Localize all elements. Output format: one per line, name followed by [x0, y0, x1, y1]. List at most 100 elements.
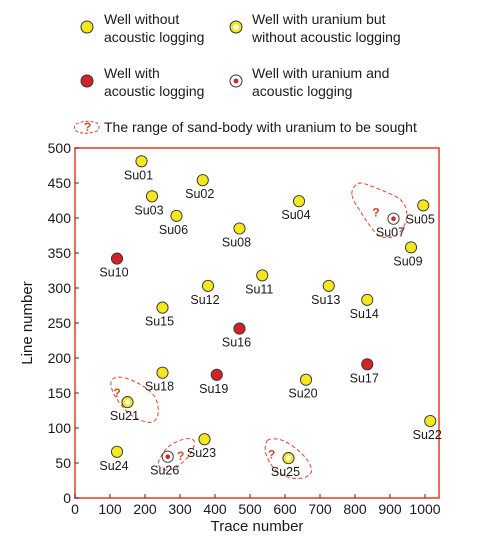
well-label: Su03 — [134, 203, 163, 217]
well-su06: Su06 — [159, 209, 188, 237]
x-tick-label: 300 — [168, 501, 192, 517]
well-su15: Su15 — [145, 301, 174, 329]
well-marker-plain — [424, 414, 437, 428]
well-label: Su10 — [99, 266, 128, 280]
well-marker-acoustic — [361, 358, 374, 371]
well-marker-plain — [292, 195, 306, 208]
well-marker-plain — [201, 279, 215, 292]
well-marker-plain — [156, 301, 169, 314]
legend-label-uranium-line2: without acoustic logging — [251, 29, 401, 45]
y-tick-label: 400 — [48, 210, 72, 226]
well-label: Su02 — [185, 187, 214, 201]
x-tick-label: 500 — [238, 501, 262, 517]
well-label: Su16 — [222, 336, 251, 350]
well-su02: Su02 — [185, 174, 214, 201]
well-label: Su18 — [145, 380, 174, 394]
well-marker-plain — [145, 190, 159, 203]
legend-item-acoustic: Well with acoustic logging — [80, 65, 204, 99]
well-label: Su14 — [350, 307, 379, 321]
legend-marker-acoustic — [80, 74, 94, 88]
well-marker-plain — [156, 366, 169, 379]
well-label: Su17 — [350, 371, 379, 385]
sand-body-outline-near-su25 — [264, 438, 312, 480]
legend: Well without acoustic logging Well with … — [73, 11, 417, 135]
x-tick-label: 700 — [308, 501, 332, 517]
well-marker-uranium-core — [124, 399, 131, 405]
y-tick-label: 200 — [48, 350, 72, 366]
well-su19: Su19 — [199, 368, 228, 396]
legend-label-plain-line2: acoustic logging — [104, 29, 204, 45]
well-su17: Su17 — [350, 358, 379, 385]
well-su07: Su07 — [376, 212, 405, 240]
well-su12: Su12 — [190, 279, 220, 307]
legend-label-uranium-acoustic-line1: Well with uranium and — [252, 65, 389, 81]
well-label: Su09 — [393, 254, 422, 268]
well-markers: Su01 Su02 Su03 Su04 Su05 Su06 Su07 Su08 Su09 Su10… — [99, 155, 442, 479]
well-su03: Su03 — [134, 190, 164, 217]
axes: 0 100 200 300 400 500 600 700 800 900 1000 0 50 100 15… — [48, 140, 441, 517]
sand-body-question-mark: ? — [372, 205, 379, 219]
legend-label-sand-range: The range of sand-body with uranium to b… — [104, 119, 417, 135]
well-label: Su13 — [311, 293, 340, 307]
well-su25: Su25 — [271, 452, 300, 479]
x-tick-label: 1000 — [409, 501, 440, 517]
x-tick-label: 600 — [273, 501, 297, 517]
legend-sand-range-outline — [73, 120, 100, 134]
well-label: Su26 — [150, 464, 179, 478]
well-marker-plain — [404, 241, 418, 254]
x-axis-title: Trace number — [211, 518, 304, 535]
well-label: Su22 — [413, 428, 442, 442]
plot-area-border — [74, 147, 440, 499]
well-marker-plain — [196, 174, 209, 187]
x-tick-label: 400 — [203, 501, 227, 517]
y-tick-label: 150 — [48, 385, 72, 401]
y-tick-label: 0 — [63, 490, 71, 506]
well-marker-plain — [361, 293, 374, 306]
legend-item-plain: Well without acoustic logging — [80, 11, 204, 45]
well-marker-plain — [135, 155, 148, 168]
well-marker-plain — [233, 222, 246, 235]
legend-label-uranium-line1: Well with uranium but — [252, 11, 386, 27]
well-label: Su05 — [406, 212, 435, 226]
well-label: Su01 — [124, 168, 153, 182]
well-marker-plain — [256, 269, 269, 282]
well-su04: Su04 — [281, 195, 311, 222]
well-marker-plain — [322, 279, 335, 292]
legend-label-acoustic-line2: acoustic logging — [104, 83, 204, 99]
y-tick-label: 300 — [48, 280, 72, 296]
well-su22: Su22 — [413, 414, 442, 442]
well-label: Su07 — [376, 226, 405, 240]
x-tick-label: 800 — [343, 501, 367, 517]
well-label: Su06 — [159, 223, 188, 237]
well-su24: Su24 — [99, 445, 129, 473]
well-label: Su24 — [99, 459, 128, 473]
well-su01: Su01 — [124, 155, 153, 182]
well-marker-acoustic — [210, 368, 223, 381]
sand-body-question-mark: ? — [268, 448, 275, 462]
legend-marker-uranium-core — [233, 24, 239, 30]
well-su13: Su13 — [311, 279, 340, 307]
well-su16: Su16 — [222, 322, 251, 350]
sand-body-outline-near-su21 — [110, 376, 159, 423]
well-label: Su25 — [271, 465, 300, 479]
well-su18: Su18 — [145, 366, 174, 394]
well-marker-plain — [110, 445, 124, 458]
well-su08: Su08 — [222, 222, 251, 250]
legend-item-sand-range: ? The range of sand-body with uranium to… — [73, 119, 417, 135]
x-tick-label: 200 — [133, 501, 157, 517]
well-su05: Su05 — [406, 199, 435, 226]
legend-item-uranium: Well with uranium but without acoustic l… — [229, 11, 401, 45]
well-marker-uranium-acoustic-core — [391, 216, 396, 221]
x-tick-label: 900 — [378, 501, 402, 517]
well-marker-plain — [417, 199, 430, 212]
well-marker-acoustic — [233, 322, 246, 335]
well-su26: Su26 — [150, 450, 179, 478]
y-tick-label: 350 — [48, 245, 72, 261]
well-su11: Su11 — [245, 269, 273, 296]
legend-label-uranium-acoustic-line2: acoustic logging — [252, 83, 352, 99]
well-marker-uranium-acoustic-core — [165, 454, 171, 460]
well-label: Su12 — [190, 293, 219, 307]
x-tick-label: 100 — [98, 501, 122, 517]
well-marker-plain — [299, 373, 313, 386]
